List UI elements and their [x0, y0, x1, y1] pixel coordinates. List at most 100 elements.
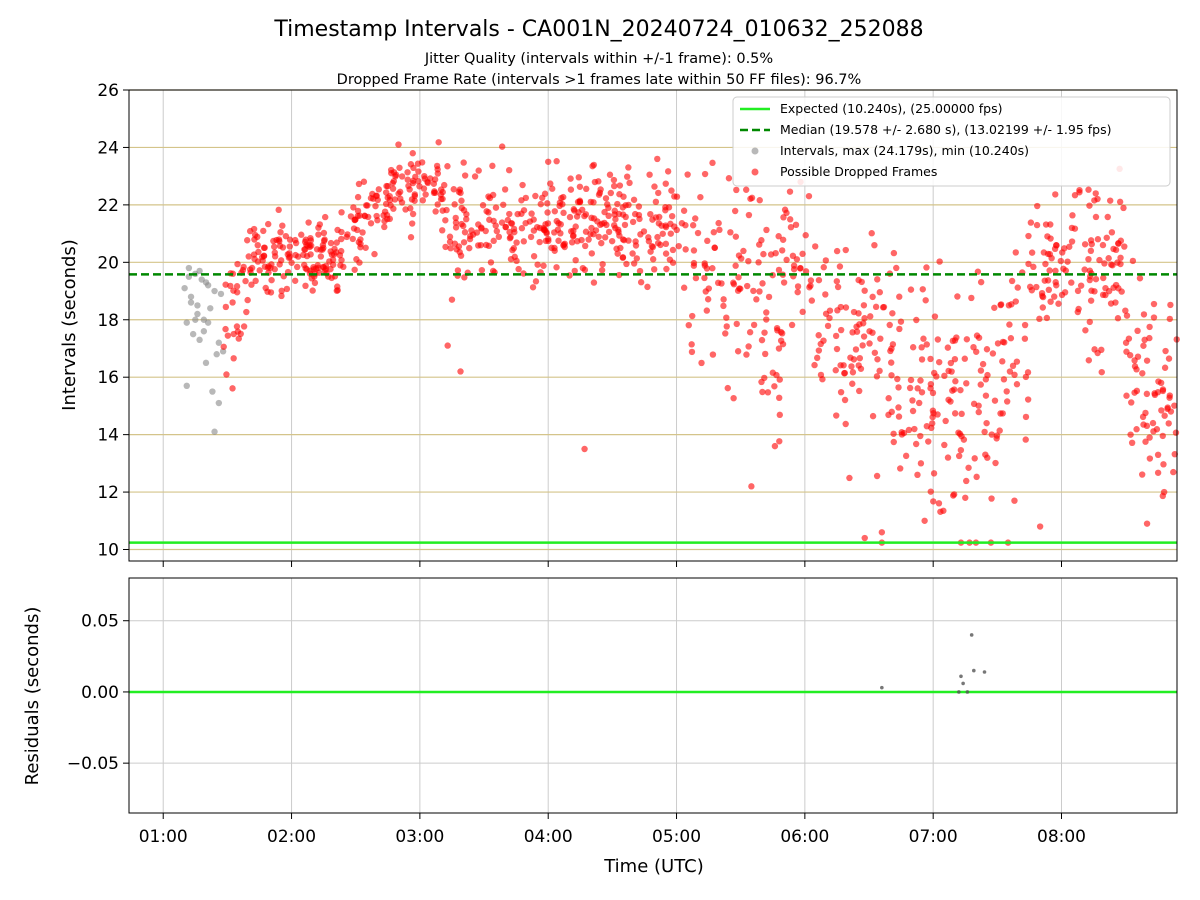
dropped-frame-point: [1051, 293, 1058, 300]
dropped-frame-point: [822, 257, 830, 264]
dropped-frame-point: [1011, 371, 1018, 379]
dropped-frame-point: [771, 442, 779, 450]
dropped-frame-point: [656, 213, 663, 221]
dropped-frame-point: [779, 236, 787, 243]
dropped-frame-point: [492, 204, 500, 211]
dropped-frame-point: [885, 395, 892, 402]
bottom-y-axis-label: Residuals (seconds): [22, 607, 43, 786]
dropped-frame-point: [760, 250, 767, 258]
dropped-frame-point: [755, 259, 762, 266]
dropped-frame-point: [633, 255, 641, 262]
chart-subtitle-dropped: Dropped Frame Rate (intervals >1 frames …: [337, 72, 862, 88]
dropped-frame-point: [478, 224, 485, 231]
dropped-frame-point: [270, 237, 277, 245]
dropped-frame-point: [890, 438, 897, 446]
dropped-frame-point: [930, 470, 938, 477]
dropped-frame-point: [1000, 376, 1008, 383]
dropped-frame-point: [1081, 266, 1088, 273]
dropped-frame-point: [522, 194, 530, 202]
dropped-frame-point: [905, 426, 913, 434]
interval-point: [194, 310, 201, 318]
dropped-frame-point: [955, 452, 963, 460]
dropped-frame-point: [981, 428, 988, 436]
dropped-frame-point: [623, 173, 631, 180]
dropped-frame-point: [1166, 315, 1174, 323]
top-y-tick-label: 20: [97, 253, 119, 273]
dropped-frame-point: [430, 180, 438, 187]
dropped-frame-point: [815, 276, 823, 284]
dropped-frame-point: [302, 282, 309, 290]
dropped-frame-point: [1071, 225, 1079, 232]
dropped-frame-point: [590, 279, 598, 286]
dropped-frame-point: [898, 429, 905, 436]
dropped-frame-point: [703, 265, 711, 272]
dropped-frame-point: [599, 260, 606, 268]
dropped-frame-point: [230, 355, 237, 362]
dropped-frame-point: [1101, 260, 1108, 267]
dropped-frame-point: [1161, 412, 1168, 419]
dropped-frame-point: [869, 329, 876, 336]
dropped-frame-point: [849, 369, 857, 376]
dropped-frame-point: [409, 210, 417, 218]
interval-point: [202, 279, 210, 286]
dropped-frame-point: [952, 378, 959, 385]
dropped-frame-point: [789, 252, 797, 260]
dropped-frame-point: [675, 242, 682, 250]
dropped-frame-point: [1146, 455, 1154, 462]
dropped-frame-point: [409, 179, 417, 187]
dropped-frame-point: [1053, 242, 1060, 249]
dropped-frame-point: [680, 284, 688, 291]
dropped-frame-point: [929, 420, 936, 427]
dropped-frame-point: [841, 369, 848, 377]
interval-point: [200, 328, 208, 335]
dropped-frame-point: [880, 303, 888, 311]
dropped-frame-point: [919, 286, 926, 293]
dropped-frame-point: [572, 256, 579, 264]
dropped-frame-point: [876, 289, 884, 296]
x-axis-label: Time (UTC): [603, 856, 704, 877]
dropped-frame-point: [1061, 245, 1068, 252]
dropped-frame-point: [951, 355, 959, 363]
dropped-frame-point: [1120, 204, 1127, 212]
dropped-frame-point: [1125, 335, 1133, 342]
dropped-frame-point: [737, 285, 744, 292]
dropped-frame-point: [420, 185, 428, 192]
dropped-frame-point: [260, 227, 267, 235]
dropped-frame-point: [616, 191, 623, 198]
dropped-frame-point: [520, 238, 528, 245]
dropped-frame-point: [874, 356, 881, 363]
dropped-frame-point: [907, 286, 915, 293]
dropped-frame-point: [505, 166, 513, 174]
dropped-frame-point: [748, 194, 756, 202]
dropped-frame-point: [305, 219, 312, 226]
dropped-frame-point: [355, 180, 363, 188]
dropped-frame-point: [778, 247, 786, 254]
dropped-frame-point: [286, 236, 294, 243]
dropped-frame-point: [723, 314, 730, 321]
dropped-frame-point: [396, 164, 403, 171]
interval-point: [209, 388, 216, 395]
dropped-frame-point: [790, 262, 798, 269]
dropped-frame-point: [906, 384, 914, 392]
dropped-frame-point: [542, 237, 550, 245]
dropped-frame-point: [1068, 279, 1075, 286]
dropped-frame-point: [647, 210, 654, 218]
dropped-frame-point: [424, 178, 431, 186]
dropped-frame-point: [227, 282, 234, 290]
dropped-frame-point: [647, 248, 654, 255]
dropped-frame-point: [575, 174, 582, 181]
dropped-frame-point: [1171, 450, 1178, 458]
dropped-frame-point: [501, 186, 509, 193]
dropped-frame-point: [1024, 369, 1032, 376]
dropped-frame-point: [947, 359, 955, 367]
dropped-frame-point: [944, 454, 952, 461]
interval-point: [189, 330, 197, 338]
interval-point: [215, 339, 223, 346]
dropped-frame-point: [703, 307, 711, 314]
dropped-frame-point: [636, 267, 644, 275]
dropped-frame-point: [1166, 392, 1173, 399]
dropped-frame-point: [338, 209, 345, 216]
dropped-frame-point: [860, 333, 868, 340]
dropped-frame-point: [460, 159, 467, 166]
dropped-frame-point: [988, 495, 995, 502]
